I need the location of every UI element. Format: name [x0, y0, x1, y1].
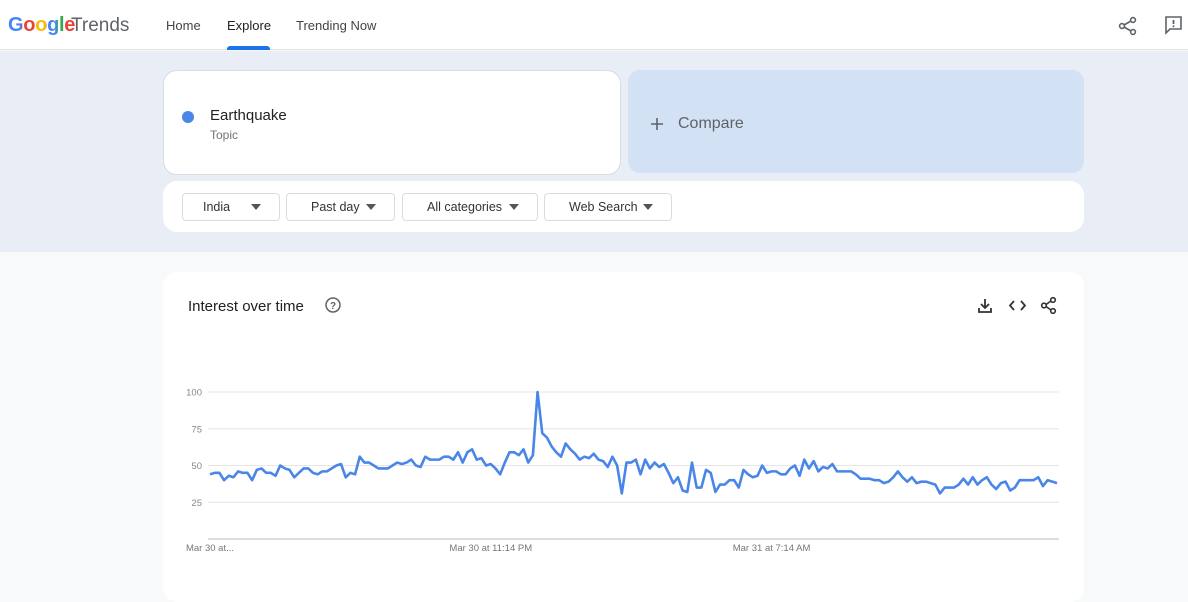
filter-dropdown[interactable]: All categories [402, 193, 538, 221]
filter-label: India [203, 200, 231, 214]
top-bar: Google Trends Home Explore Trending Now [0, 0, 1188, 50]
filter-dropdown[interactable]: Web Search [544, 193, 672, 221]
help-icon[interactable]: ? [325, 297, 341, 313]
y-tick-label: 25 [191, 498, 202, 509]
filter-dropdown[interactable]: India [182, 193, 280, 221]
y-tick-label: 100 [186, 388, 202, 399]
dropdown-arrow [643, 204, 653, 210]
page: Google Trends Home Explore Trending Now … [0, 0, 1188, 554]
chart-title: Interest over time [188, 298, 304, 315]
dropdown-arrow [366, 204, 376, 210]
filter-label: Past day [311, 200, 360, 214]
filter-label: Web Search [569, 200, 638, 214]
x-tick-label: Mar 30 at... [186, 543, 234, 554]
svg-text:?: ? [330, 301, 336, 312]
download-button[interactable] [978, 299, 992, 313]
term-name: Earthquake [210, 107, 287, 124]
chart: Interest over time ? 25 50 75 100 Mar 30 at.… [186, 296, 1059, 554]
y-tick-label: 75 [191, 424, 202, 435]
active-indicator [227, 46, 270, 50]
nav-link[interactable]: Explore [227, 18, 272, 33]
filter-label: All categories [427, 200, 503, 214]
nav-link[interactable]: Home [166, 18, 201, 33]
term-card[interactable]: Earthquake Topic [163, 70, 621, 175]
term-color-dot [182, 111, 194, 123]
share-chart-button[interactable] [1040, 296, 1057, 315]
filter-dropdown[interactable]: Past day [286, 193, 395, 221]
term-type: Topic [210, 128, 239, 142]
brand-logo[interactable]: Google [8, 14, 76, 36]
dropdown-arrow [509, 204, 519, 210]
nav-link[interactable]: Trending Now [296, 18, 377, 33]
dropdown-arrow [251, 204, 261, 210]
chart-card [163, 272, 1084, 602]
embed-button[interactable] [1008, 300, 1027, 311]
product-name[interactable]: Trends [71, 15, 130, 36]
compare-button[interactable]: Compare [628, 70, 1084, 173]
x-tick-label: Mar 31 at 7:14 AM [733, 543, 811, 554]
feedback-button[interactable] [1164, 15, 1184, 35]
compare-label: Compare [678, 115, 744, 132]
x-tick-label: Mar 30 at 11:14 PM [449, 543, 532, 554]
interest-line [209, 390, 1058, 495]
share-button[interactable] [1118, 16, 1138, 36]
plus-icon [651, 118, 663, 130]
y-tick-label: 50 [191, 461, 202, 472]
